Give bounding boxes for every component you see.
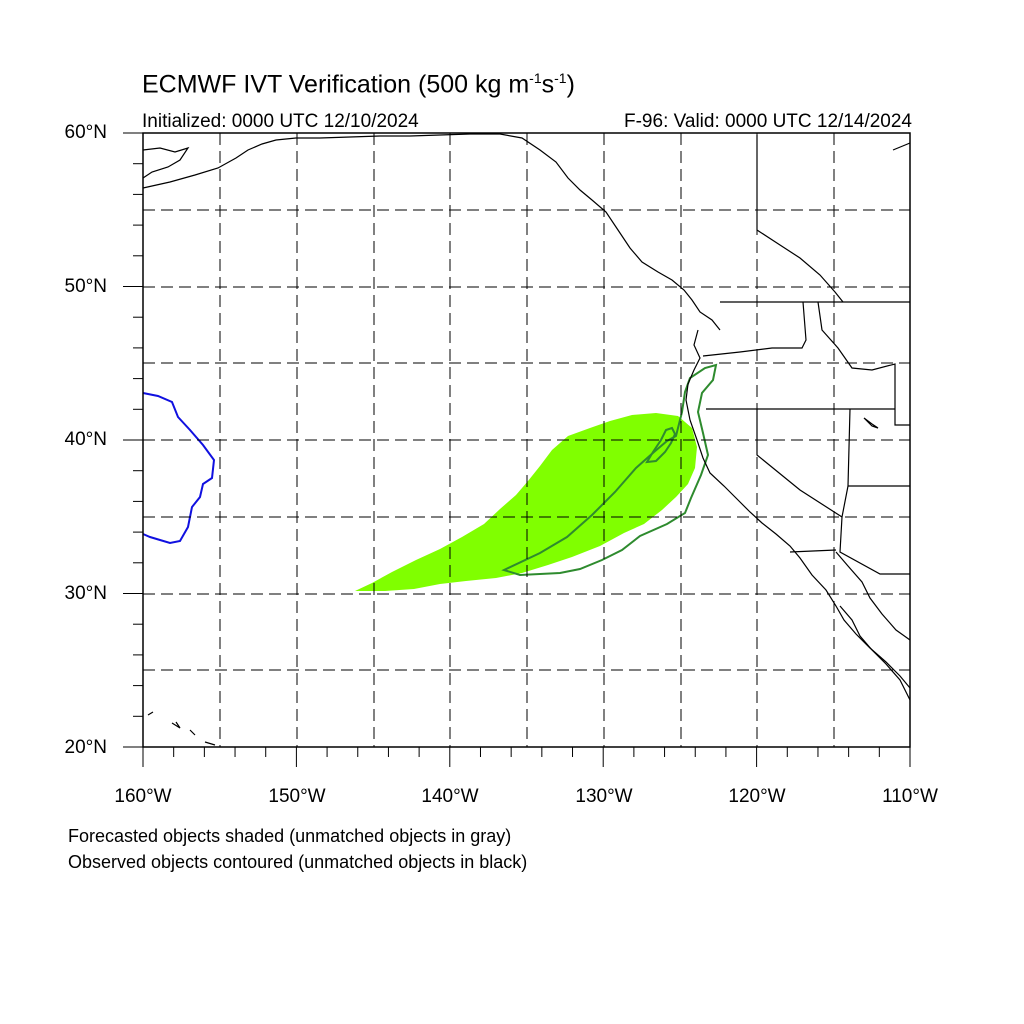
observed-object-contour-large — [501, 363, 718, 577]
nevada-border — [756, 408, 851, 518]
idaho-montana-border — [817, 301, 910, 426]
coastlines — [142, 133, 911, 746]
hawaii-islands — [147, 711, 216, 746]
north-america-west-coast — [685, 329, 911, 689]
alaska-coastline — [142, 133, 721, 331]
far-east-coast-fragment — [892, 142, 911, 151]
lon-label-140w: 140°W — [421, 786, 479, 807]
lat-label-50n: 50°N — [64, 276, 107, 297]
lon-label-160w: 160°W — [114, 786, 172, 807]
forecast-object-shaded — [355, 413, 697, 591]
canada-interior-river — [756, 135, 844, 303]
lat-label-40n: 40°N — [64, 429, 107, 450]
great-salt-lake — [863, 417, 879, 429]
baja-peninsula — [835, 551, 911, 701]
axis-ticks — [123, 132, 911, 767]
caption-forecast: Forecasted objects shaded (unmatched obj… — [68, 826, 512, 846]
initialized-time: Initialized: 0000 UTC 12/10/2024 — [142, 111, 419, 132]
lon-label-110w: 110°W — [882, 786, 938, 807]
unmatched-object-contour — [142, 392, 216, 545]
lat-label-20n: 20°N — [64, 737, 107, 758]
lon-label-130w: 130°W — [575, 786, 633, 807]
lon-label-150w: 150°W — [268, 786, 326, 807]
lat-label-60n: 60°N — [64, 122, 107, 143]
lat-label-30n: 30°N — [64, 583, 107, 604]
arizona-border — [839, 516, 910, 575]
lon-label-120w: 120°W — [728, 786, 786, 807]
caption-observed: Observed objects contoured (unmatched ob… — [68, 852, 528, 872]
mexico-border — [789, 549, 837, 553]
oregon-washington-border — [702, 301, 807, 357]
valid-time: F-96: Valid: 0000 UTC 12/14/2024 — [624, 111, 912, 132]
observed-object-contour-small — [645, 426, 677, 464]
chart-title: ECMWF IVT Verification (500 kg m-1s-1) — [142, 70, 575, 99]
graticule — [143, 133, 910, 747]
